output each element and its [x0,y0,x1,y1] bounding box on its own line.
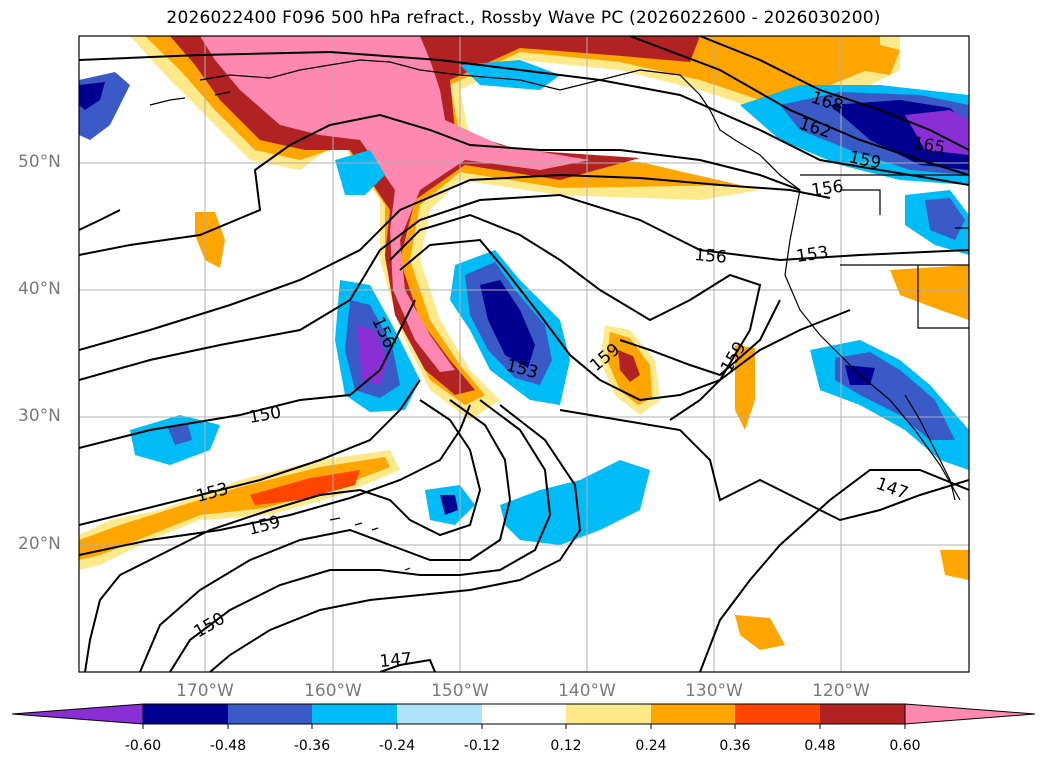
colorbar-segment [143,704,228,724]
colorbar-segment [482,704,566,724]
contour-168 [699,36,969,151]
lat-label-30n: 30°N [18,406,61,426]
colorbar-tick-label: -0.24 [378,738,416,754]
colorbar-tick-label: 0.60 [889,738,921,754]
colorbar-segment [735,704,820,724]
positive-anomaly-center-red [618,350,640,382]
contour-159 [79,50,969,186]
contour-147-low [379,658,436,672]
contour-150 [79,299,416,449]
canada-border [800,174,969,215]
colorbar-segment [820,704,905,724]
positive-anomaly-east [890,265,969,320]
lon-label-160w: 160°W [304,681,362,701]
contour-label: 147 [379,649,413,672]
contour-156 [79,173,831,351]
negative-anomaly-n2 [335,150,385,195]
contour-153-s [79,379,421,526]
colorbar-tick-label: -0.48 [209,738,247,754]
contour-label: 150 [191,609,229,643]
contour-south-east [559,409,969,522]
negative-anomaly-sw-mid [168,425,192,445]
contour-label: 153 [795,243,830,267]
positive-anomaly-coast [735,345,755,430]
lat-label-40n: 40°N [18,279,61,299]
contour-156-north [79,113,801,256]
contour-153-mid [399,238,851,402]
negative-anomaly-e2-mid [925,198,965,240]
positive-anomaly-s [735,615,785,650]
contour-147-s [209,404,582,672]
colorbar-segment [397,704,482,724]
contour-159-s [79,404,471,556]
hawaii [329,517,411,571]
contour-label: 150 [247,403,282,428]
map-frame [78,35,970,673]
baja [904,394,956,501]
contour-southern-loop1 [84,399,482,672]
colorbar-segment [312,704,397,724]
contour-label: 156 [694,245,728,268]
lon-label-130w: 130°W [685,681,743,701]
colorbar-frame [142,703,906,725]
negative-anomaly-center-deep [480,280,535,368]
colorbar-tick-label: 0.48 [804,738,836,754]
west-coast [784,189,961,501]
contour-159-mid [619,299,781,377]
positive-anomaly-ne [860,40,900,75]
states [840,227,969,329]
refractivity-fill [79,36,969,650]
alaska-coast [199,59,801,191]
contour-147-hi [79,209,121,231]
gridlines [79,36,969,672]
lon-label-140w: 140°W [558,681,616,701]
map-title: 2026022400 F096 500 hPa refract., Rossby… [166,8,881,28]
coastlines [149,59,969,571]
colorbar-extend-high [904,703,1036,725]
negative-anomaly-nw-deep [79,82,105,110]
negative-anomaly-south [500,460,650,545]
contour-153 [79,193,969,381]
colorbar-extend-low [11,703,144,725]
positive-anomaly-west [195,212,225,268]
colorbar-tick-label: 0.12 [550,738,582,754]
contour-label: 147 [873,474,910,504]
height-contours [79,36,969,672]
positive-anomaly-north-pink [200,36,590,372]
lon-label-120w: 120°W [812,681,870,701]
colorbar-tick-label: -0.36 [293,738,331,754]
colorbar-tick-label: -0.60 [124,738,162,754]
lat-label-20n: 20°N [18,534,61,554]
lon-label-150w: 150°W [431,681,489,701]
colorbar-segment [228,704,312,724]
colorbar-segment [651,704,735,724]
colorbar-tick-label: 0.36 [719,738,751,754]
contour-southern-loop2 [139,399,512,672]
contour-150-s [169,399,552,672]
colorbar-tick-label: 0.24 [635,738,667,754]
contour-147-e [699,469,969,672]
lon-label-170w: 170°W [176,681,234,701]
aleutians [149,91,231,106]
positive-anomaly-se [940,550,969,580]
negative-anomaly-nw2 [460,60,560,90]
colorbar [11,703,1036,729]
contour-162 [629,36,969,176]
colorbar-segment [566,704,651,724]
lat-label-50n: 50°N [18,152,61,172]
negative-anomaly-south2-mid [440,495,458,515]
colorbar-tick-label: -0.12 [463,738,501,754]
contour-label: 156 [810,177,845,201]
